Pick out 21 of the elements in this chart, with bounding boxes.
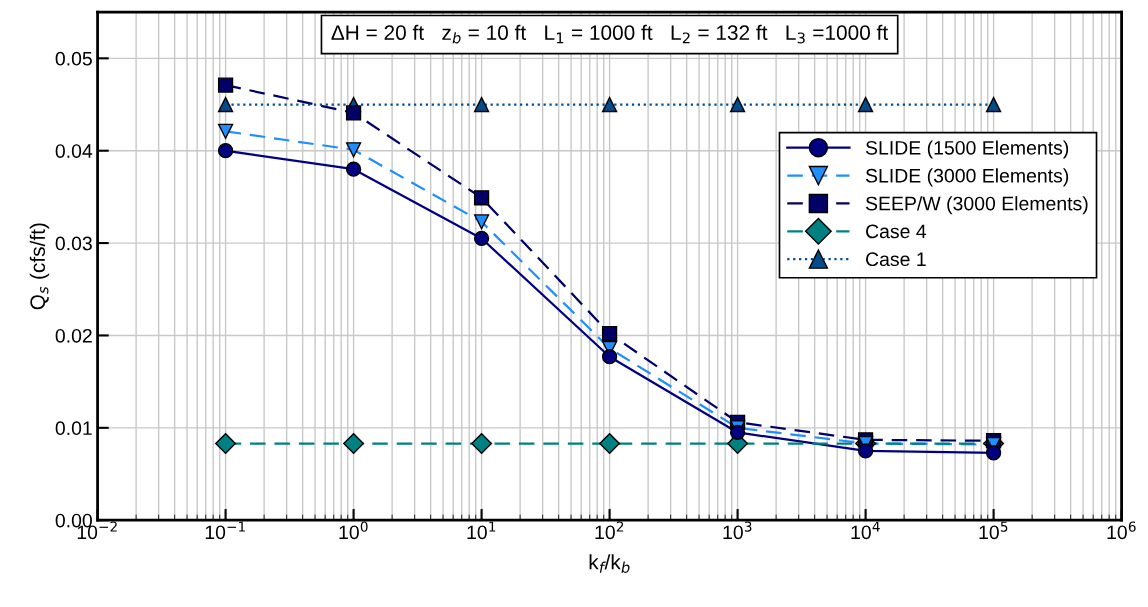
y-tick-label: 0.01 bbox=[55, 421, 92, 436]
legend-label: SLIDE (1500 Elements) bbox=[865, 140, 1069, 159]
x-tick-label: 10$^{−1}$ bbox=[205, 521, 245, 540]
y-tick-label: 0.04 bbox=[55, 144, 93, 158]
x-axis-title: k$_{f}$/k$_{b}$ bbox=[589, 554, 630, 573]
text: ΔH = 20 ft z$_{b}$ = 10 ft L$_{1}$ = 1000 ft L$_{2}$ = 132 ft L$_{3}$ =1000 ft bbox=[331, 24, 888, 44]
legend-label: Case 4 bbox=[866, 224, 927, 239]
legend-label: Case 1 bbox=[866, 252, 926, 267]
x-tick-label: 10$^{1}$ bbox=[467, 521, 496, 540]
y-axis-title: Q$_{s}$ (cfs/ft) bbox=[29, 223, 50, 310]
x-tick-label: 10$^{2}$ bbox=[595, 521, 624, 540]
x-tick-label: 10$^{5}$ bbox=[979, 521, 1008, 540]
legend-label: SEEP/W (3000 Elements) bbox=[865, 196, 1088, 215]
x-tick-label: 10$^{0}$ bbox=[339, 521, 368, 540]
x-tick-label: 10$^{6}$ bbox=[1107, 521, 1136, 540]
y-tick-label: 0.03 bbox=[55, 236, 92, 251]
x-tick-label: 10$^{3}$ bbox=[723, 521, 752, 540]
legend-label: SLIDE (3000 Elements) bbox=[865, 168, 1069, 187]
y-tick-label: 0.05 bbox=[55, 51, 92, 66]
x-tick-label: 10$^{4}$ bbox=[851, 521, 880, 540]
y-tick-label: 0.02 bbox=[55, 328, 92, 343]
